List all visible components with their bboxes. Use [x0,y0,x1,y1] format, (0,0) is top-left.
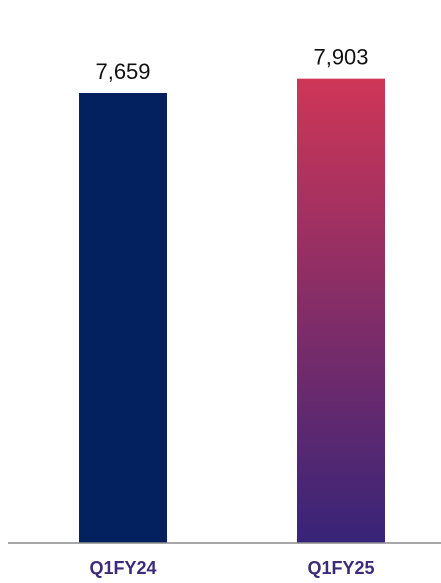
category-labels-group: Q1FY24 Q1FY25 [89,558,374,578]
value-label-q1fy24: 7,659 [95,59,150,84]
value-labels-group: 7,659 7,903 [95,45,368,84]
bar-q1fy24 [79,93,167,543]
bars-group [79,78,385,543]
category-label-q1fy25: Q1FY25 [307,558,374,578]
value-label-q1fy25: 7,903 [313,45,368,70]
category-label-q1fy24: Q1FY24 [89,558,156,578]
bar-q1fy25 [297,78,385,543]
